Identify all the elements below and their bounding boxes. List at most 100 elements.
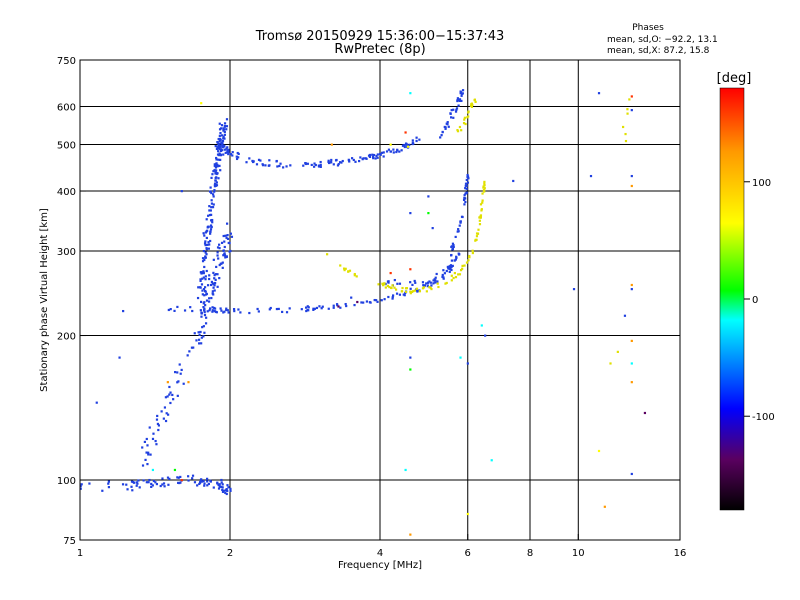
- data-point: [218, 137, 222, 140]
- data-point: [225, 307, 228, 310]
- data-point: [237, 156, 240, 159]
- data-point: [221, 488, 224, 492]
- data-point: [155, 443, 158, 446]
- data-point: [304, 162, 307, 165]
- data-point: [210, 280, 214, 284]
- data-point: [434, 281, 437, 284]
- data-point: [218, 247, 221, 250]
- data-point: [222, 129, 225, 132]
- data-point: [643, 411, 647, 415]
- data-point: [313, 165, 316, 168]
- data-point: [330, 158, 333, 162]
- data-point: [476, 232, 480, 235]
- data-point: [479, 203, 483, 206]
- data-point: [172, 398, 175, 401]
- y-tick-label: 75: [63, 536, 76, 547]
- data-point: [221, 266, 224, 269]
- data-point: [149, 453, 152, 456]
- data-point: [145, 451, 148, 454]
- data-point: [452, 245, 455, 249]
- data-point: [131, 489, 134, 492]
- data-point: [217, 177, 220, 180]
- data-point: [404, 131, 407, 134]
- data-point: [227, 311, 230, 314]
- data-point: [432, 282, 435, 285]
- data-point: [222, 153, 225, 156]
- data-point: [237, 308, 240, 311]
- data-point: [409, 292, 412, 295]
- data-point: [208, 243, 211, 246]
- data-point: [398, 282, 402, 285]
- data-point: [245, 161, 248, 164]
- data-point: [220, 134, 224, 137]
- data-point: [125, 483, 128, 486]
- data-point: [350, 157, 354, 160]
- data-point: [216, 273, 219, 276]
- data-point: [430, 284, 433, 287]
- data-point: [460, 99, 463, 103]
- data-point: [321, 305, 324, 308]
- data-point: [312, 307, 315, 310]
- data-point: [462, 122, 466, 125]
- data-point: [624, 132, 627, 136]
- data-point: [173, 468, 177, 472]
- y-tick-label: 400: [57, 187, 76, 198]
- data-point: [216, 153, 220, 156]
- data-point: [348, 160, 351, 163]
- data-point: [281, 310, 284, 314]
- data-point: [204, 304, 207, 307]
- data-point: [467, 255, 471, 259]
- data-point: [161, 483, 164, 486]
- data-point: [255, 163, 259, 166]
- data-point: [88, 482, 91, 485]
- data-point: [478, 223, 482, 226]
- data-point: [630, 109, 633, 112]
- data-point: [222, 234, 225, 238]
- data-point: [169, 401, 172, 405]
- data-point: [310, 163, 313, 167]
- data-point: [480, 208, 483, 211]
- data-point: [213, 190, 216, 193]
- data-point: [118, 356, 121, 359]
- data-point: [211, 310, 214, 313]
- data-point: [202, 271, 205, 275]
- data-point: [219, 307, 222, 310]
- data-point: [198, 333, 201, 336]
- data-point: [141, 464, 145, 467]
- data-point: [187, 381, 190, 384]
- data-point: [223, 240, 226, 243]
- data-point: [624, 139, 628, 143]
- data-point: [359, 156, 362, 159]
- data-point: [200, 478, 203, 481]
- data-point: [206, 284, 210, 287]
- data-point: [220, 124, 224, 127]
- data-point: [626, 108, 629, 111]
- data-point: [257, 158, 261, 161]
- y-tick-label: 300: [57, 247, 76, 258]
- data-point: [219, 158, 222, 161]
- data-point: [327, 307, 330, 310]
- data-point: [154, 481, 157, 484]
- data-point: [432, 279, 435, 282]
- data-point: [458, 98, 462, 101]
- data-point: [400, 290, 404, 293]
- data-point: [220, 485, 223, 489]
- data-point: [466, 181, 470, 184]
- data-point: [423, 284, 427, 287]
- data-point: [186, 354, 189, 357]
- data-point: [289, 164, 292, 167]
- data-point: [628, 98, 631, 101]
- data-point: [210, 225, 213, 229]
- data-point: [214, 166, 217, 169]
- data-point: [206, 243, 209, 246]
- data-point: [264, 164, 267, 167]
- data-point: [447, 267, 451, 270]
- y-tick-label: 750: [57, 56, 76, 67]
- data-point: [461, 215, 464, 219]
- data-point: [450, 259, 454, 262]
- data-point: [211, 221, 214, 224]
- data-point: [205, 477, 209, 480]
- data-point: [339, 264, 342, 267]
- data-point: [160, 410, 163, 413]
- data-point: [229, 232, 233, 235]
